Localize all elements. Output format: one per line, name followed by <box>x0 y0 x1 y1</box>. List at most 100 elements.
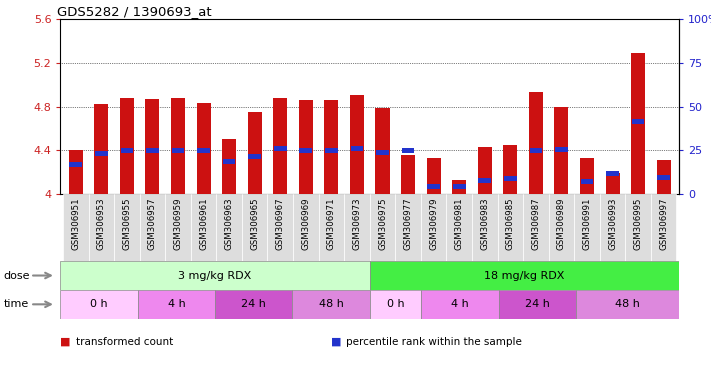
Bar <box>215 290 292 319</box>
FancyBboxPatch shape <box>319 194 344 261</box>
Bar <box>197 148 210 153</box>
FancyBboxPatch shape <box>472 194 498 261</box>
Bar <box>324 100 338 194</box>
FancyBboxPatch shape <box>626 194 651 261</box>
Bar <box>632 119 644 124</box>
Text: dose: dose <box>4 270 30 281</box>
Bar <box>350 94 364 194</box>
Text: GSM306993: GSM306993 <box>608 197 617 250</box>
Text: GSM306987: GSM306987 <box>531 197 540 250</box>
Text: 3 mg/kg RDX: 3 mg/kg RDX <box>178 270 252 281</box>
Bar <box>370 290 421 319</box>
Text: GSM306967: GSM306967 <box>276 197 285 250</box>
Bar <box>606 173 619 194</box>
Text: transformed count: transformed count <box>76 337 173 347</box>
Bar <box>299 100 313 194</box>
Bar <box>530 148 542 153</box>
Bar <box>504 176 517 181</box>
Text: GSM306965: GSM306965 <box>250 197 260 250</box>
FancyBboxPatch shape <box>549 194 574 261</box>
FancyBboxPatch shape <box>63 194 89 261</box>
Bar <box>171 98 185 194</box>
Bar <box>402 148 415 153</box>
Bar <box>70 162 82 167</box>
Bar <box>576 290 679 319</box>
Bar <box>273 98 287 194</box>
FancyBboxPatch shape <box>344 194 370 261</box>
Text: GSM306951: GSM306951 <box>71 197 80 250</box>
FancyBboxPatch shape <box>600 194 626 261</box>
Text: GSM306989: GSM306989 <box>557 197 566 250</box>
Text: GSM306977: GSM306977 <box>404 197 412 250</box>
Bar <box>427 158 441 194</box>
Text: GSM306981: GSM306981 <box>454 197 464 250</box>
FancyBboxPatch shape <box>523 194 549 261</box>
Bar <box>421 290 498 319</box>
Bar <box>498 290 576 319</box>
FancyBboxPatch shape <box>114 194 139 261</box>
Text: ■: ■ <box>331 337 341 347</box>
FancyBboxPatch shape <box>191 194 216 261</box>
Text: 0 h: 0 h <box>90 299 108 310</box>
Text: percentile rank within the sample: percentile rank within the sample <box>346 337 522 347</box>
Bar <box>247 112 262 194</box>
Bar <box>631 53 645 194</box>
Text: 4 h: 4 h <box>168 299 186 310</box>
Bar <box>555 147 568 152</box>
Text: time: time <box>4 299 29 310</box>
Text: ■: ■ <box>60 337 71 347</box>
Bar <box>479 178 491 183</box>
Bar <box>606 171 619 175</box>
Bar <box>138 290 215 319</box>
Text: GSM306983: GSM306983 <box>480 197 489 250</box>
Bar <box>222 139 236 194</box>
FancyBboxPatch shape <box>293 194 319 261</box>
Text: GSM306959: GSM306959 <box>173 197 183 250</box>
Bar <box>223 159 235 164</box>
Bar <box>69 150 82 194</box>
Bar <box>375 108 390 194</box>
FancyBboxPatch shape <box>395 194 421 261</box>
Bar <box>453 184 466 189</box>
Bar <box>325 148 338 153</box>
Text: 24 h: 24 h <box>241 299 266 310</box>
Text: GSM306969: GSM306969 <box>301 197 310 250</box>
Bar <box>401 155 415 194</box>
FancyBboxPatch shape <box>216 194 242 261</box>
Text: GSM306979: GSM306979 <box>429 197 438 250</box>
Bar <box>376 150 389 155</box>
Bar <box>529 93 543 194</box>
Bar <box>351 146 363 151</box>
FancyBboxPatch shape <box>267 194 293 261</box>
Text: GSM306971: GSM306971 <box>327 197 336 250</box>
FancyBboxPatch shape <box>89 194 114 261</box>
Bar <box>60 261 370 290</box>
FancyBboxPatch shape <box>574 194 600 261</box>
Bar <box>452 180 466 194</box>
Text: GSM306973: GSM306973 <box>353 197 361 250</box>
Text: GSM306997: GSM306997 <box>659 197 668 250</box>
FancyBboxPatch shape <box>498 194 523 261</box>
FancyBboxPatch shape <box>421 194 447 261</box>
Text: 24 h: 24 h <box>525 299 550 310</box>
Bar <box>120 98 134 194</box>
Bar <box>427 184 440 189</box>
Bar <box>555 107 569 194</box>
Bar <box>292 290 370 319</box>
Text: GSM306955: GSM306955 <box>122 197 132 250</box>
Bar <box>478 147 492 194</box>
FancyBboxPatch shape <box>242 194 267 261</box>
Bar <box>196 103 210 194</box>
Text: GSM306991: GSM306991 <box>582 197 592 250</box>
Bar <box>95 104 108 194</box>
Text: GSM306957: GSM306957 <box>148 197 157 250</box>
Bar <box>274 146 287 151</box>
Text: GSM306961: GSM306961 <box>199 197 208 250</box>
Text: 48 h: 48 h <box>615 299 640 310</box>
Bar <box>121 148 133 153</box>
Bar <box>146 148 159 153</box>
Bar <box>95 151 107 156</box>
Bar <box>299 148 312 153</box>
Text: GSM306953: GSM306953 <box>97 197 106 250</box>
Text: 0 h: 0 h <box>387 299 405 310</box>
